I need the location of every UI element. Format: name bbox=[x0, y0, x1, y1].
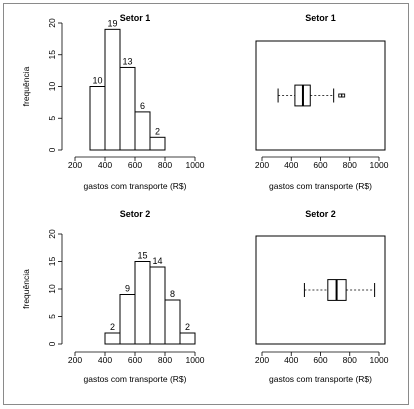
panel-2-x-tick-label: 600 bbox=[313, 160, 327, 170]
panel-3-bar bbox=[179, 332, 196, 345]
panel-1-y-tick-label: 5 bbox=[47, 116, 57, 121]
panel-3-bar-value-label: 14 bbox=[152, 256, 162, 266]
panel-3-y-tick-label: 20 bbox=[47, 229, 57, 239]
panel-1-bar bbox=[149, 136, 166, 151]
panel-3-x-tick-label: 200 bbox=[68, 355, 82, 365]
panel-3-x-tick-label: 600 bbox=[128, 355, 142, 365]
panel-1-bar-value-label: 19 bbox=[107, 18, 117, 28]
panel-3-x-tick-label: 1000 bbox=[186, 355, 205, 365]
panel-1-y-tick-label: 15 bbox=[47, 50, 57, 60]
panel-4-x-axis-label: gastos com transporte (R$) bbox=[269, 374, 372, 384]
panel-3-x-tick-label: 400 bbox=[98, 355, 112, 365]
panel-4-x-tick-label: 1000 bbox=[370, 355, 389, 365]
panel-3-bar-value-label: 2 bbox=[110, 322, 115, 332]
panel-4-title: Setor 2 bbox=[305, 209, 336, 219]
panel-4-x-tick-label: 600 bbox=[313, 355, 327, 365]
panel-1-y-tick-label: 0 bbox=[47, 147, 57, 152]
panel-1-x-tick-label: 1000 bbox=[186, 160, 205, 170]
panel-3-y-tick-label: 0 bbox=[47, 341, 57, 346]
panel-1-bar-value-label: 2 bbox=[155, 126, 160, 136]
panel-1-x-tick-label: 400 bbox=[98, 160, 112, 170]
panel-3-bar bbox=[104, 332, 121, 345]
panel-3-y-tick-label: 15 bbox=[47, 257, 57, 267]
panel-3-bar bbox=[149, 266, 166, 345]
panel-1-bar bbox=[104, 28, 121, 151]
panel-4-x-tick-label: 800 bbox=[343, 355, 357, 365]
panel-4-x-tick-label: 200 bbox=[255, 355, 269, 365]
panel-4-plot-box bbox=[255, 235, 386, 345]
panel-1-bar bbox=[119, 66, 136, 151]
panel-1-y-tick-label: 20 bbox=[47, 18, 57, 28]
panel-3-title: Setor 2 bbox=[120, 209, 151, 219]
figure-frame bbox=[3, 3, 409, 405]
panel-1-x-tick-label: 800 bbox=[158, 160, 172, 170]
panel-2-x-tick-label: 400 bbox=[284, 160, 298, 170]
panel-1-bar bbox=[134, 111, 151, 151]
panel-1-bar bbox=[89, 86, 106, 151]
panel-3-y-tick-label: 10 bbox=[47, 284, 57, 294]
panel-2-x-tick-label: 800 bbox=[343, 160, 357, 170]
panel-3-bar bbox=[119, 294, 136, 345]
panel-3-y-axis-label: frequência bbox=[21, 269, 31, 309]
panel-1-x-tick-label: 200 bbox=[68, 160, 82, 170]
panel-1-x-tick-label: 600 bbox=[128, 160, 142, 170]
panel-3-bar-value-label: 15 bbox=[137, 251, 147, 261]
panel-3-bar bbox=[164, 299, 181, 345]
panel-1-bar-value-label: 10 bbox=[92, 76, 102, 86]
panel-3-bar-value-label: 8 bbox=[170, 289, 175, 299]
panel-3-x-tick-label: 800 bbox=[158, 355, 172, 365]
panel-2-plot-box bbox=[255, 40, 386, 151]
panel-3-x-axis-label: gastos com transporte (R$) bbox=[84, 374, 187, 384]
panel-2-title: Setor 1 bbox=[305, 13, 336, 23]
panel-3-bar bbox=[134, 261, 151, 345]
panel-3-bar-value-label: 2 bbox=[185, 322, 190, 332]
panel-3-y-tick-label: 5 bbox=[47, 314, 57, 319]
panel-3-bar-value-label: 9 bbox=[125, 284, 130, 294]
panel-2-x-tick-label: 1000 bbox=[370, 160, 389, 170]
panel-2-x-axis-label: gastos com transporte (R$) bbox=[269, 181, 372, 191]
panel-2-outlier-point bbox=[341, 93, 346, 98]
panel-1-bar-value-label: 13 bbox=[122, 56, 132, 66]
panel-1-y-axis-label: frequência bbox=[21, 66, 31, 106]
panel-1-title: Setor 1 bbox=[120, 13, 151, 23]
panel-4-x-tick-label: 400 bbox=[284, 355, 298, 365]
panel-1-bar-value-label: 6 bbox=[140, 101, 145, 111]
panel-2-x-tick-label: 200 bbox=[255, 160, 269, 170]
panel-1-x-axis-label: gastos com transporte (R$) bbox=[84, 181, 187, 191]
panel-1-y-tick-label: 10 bbox=[47, 82, 57, 92]
